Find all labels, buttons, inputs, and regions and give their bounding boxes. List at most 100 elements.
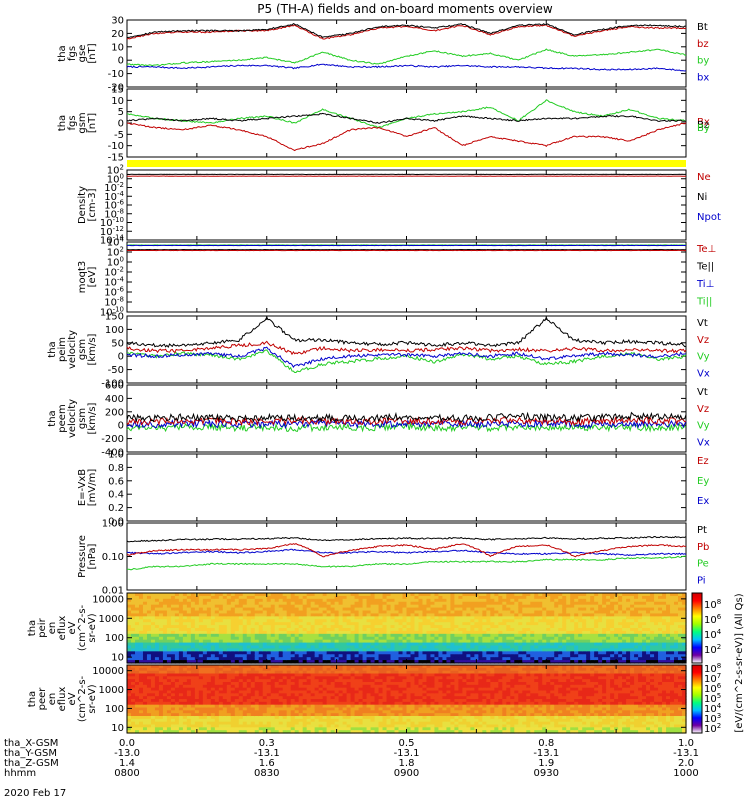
y-tick-label: -5 (114, 130, 124, 141)
y-axis-label-line: fgs (67, 46, 78, 61)
y-axis-label-line: gse (77, 45, 88, 63)
series-Pe (127, 555, 686, 571)
legend-entry-Pe: Pe (697, 559, 709, 570)
y-tick-label: -10 (108, 141, 124, 152)
ephemeris-block: 0.0-13.01.408000.3-13.11.608300.5-13.11.… (4, 738, 699, 779)
ephem-row-label: tha_X-GSM (4, 738, 58, 749)
legend-entry-Ti||: Ti|| (696, 297, 712, 308)
panel-peer_eflux: 10000 1000 100 10 tha peer en eflux eV (cm^2-s-sr… (27, 664, 687, 734)
y-axis-label-line: tha (57, 115, 68, 131)
y-tick-label: 0 (118, 56, 124, 67)
y-tick-label: -100 (101, 379, 124, 390)
ephem-y-value: -13.0 (114, 748, 140, 759)
y-tick-label: 50 (111, 338, 124, 349)
panel-density: 10210010-210-410-610-810-1010-1210-14Den… (77, 164, 721, 247)
y-axis-label-line: [eV] (87, 267, 98, 288)
y-tick-label: 0.01 (102, 586, 124, 597)
y-axis-label-line: tha (47, 410, 58, 426)
series-Pb (126, 543, 686, 558)
series-Pt (126, 535, 687, 543)
y-tick-label: -20 (108, 83, 124, 94)
y-tick-label: 10000 (92, 594, 124, 605)
y-axis-label-line: eV (67, 621, 78, 634)
y-axis-label-line: sr-eV) (87, 613, 98, 642)
colorbar-peir (691, 592, 703, 664)
y-tick-label: 5 (118, 107, 124, 118)
y-tick-label: 0.4 (108, 490, 124, 501)
y-tick-label: 0.10 (102, 552, 124, 563)
y-tick-label: 100 (105, 325, 124, 336)
panel-peir_eflux: 10000 1000 100 10 tha peir en eflux eV (cm^2-s-sr… (27, 592, 687, 664)
y-axis-label-line: eflux (57, 687, 68, 712)
colorbar-peer (691, 664, 703, 734)
y-tick-label: 10 (111, 42, 124, 53)
y-axis-label-line: E=-VxB (77, 469, 88, 506)
figure-title: P5 (TH-A) fields and on-board moments ov… (257, 2, 553, 16)
legend-entry-Ez: Ez (697, 456, 709, 467)
legend-entry-Vt: Vt (697, 387, 708, 398)
series-Bx (126, 122, 687, 152)
legend-entry-bx: bx (697, 72, 709, 83)
legend-entry-Te||: Te|| (696, 262, 714, 273)
y-tick-label: 30 (111, 16, 124, 27)
legend-entry-Vx: Vx (697, 368, 710, 379)
ephem-z-value: 1.8 (399, 758, 415, 769)
colorbar-label: [eV/(cm^2-s-sr-eV)] (All Qs) (734, 593, 745, 732)
legend-entry-Vy: Vy (697, 421, 710, 432)
legend-entry-Vz: Vz (697, 404, 709, 415)
y-axis-label-line: [km/s] (87, 333, 98, 365)
ephem-x-value: 1.0 (678, 738, 694, 749)
legend-entry-Ey: Ey (697, 476, 709, 487)
y-axis-label-line: Density (77, 186, 88, 224)
y-axis-label-line: fgs (67, 115, 78, 130)
legend-entry-bz: bz (697, 39, 709, 50)
y-tick-label: 0.8 (108, 463, 124, 474)
y-tick-label: 100 (105, 704, 124, 715)
y-tick-label: 400 (105, 394, 124, 405)
legend-entry-Ni: Ni (697, 192, 707, 203)
y-tick-label: 10 (111, 96, 124, 107)
y-tick-label: 100 (105, 633, 124, 644)
y-tick-label: 10 (111, 653, 124, 664)
y-axis-label-line: moqt3 (77, 261, 88, 294)
ephem-x-value: 0.3 (259, 738, 275, 749)
y-axis-label-line: peir (37, 617, 48, 637)
y-axis-label-line: peer (37, 687, 48, 711)
y-axis-label-line: [cm-3] (87, 188, 98, 221)
legend-entry-Bz: Bz (697, 120, 709, 131)
colorbar-tick: 108 (704, 598, 721, 611)
legend-entry-Ne: Ne (697, 172, 711, 183)
y-axis-label-line: (cm^2-s- (77, 675, 88, 722)
ephem-row-label: tha_Y-GSM (4, 748, 57, 759)
series-By (126, 99, 687, 128)
ephem-y-value: -13.1 (254, 748, 280, 759)
y-axis-label-line: gsm (77, 408, 88, 429)
y-tick-label: -50 (108, 365, 124, 376)
legend-entry-Bt: Bt (697, 22, 708, 33)
legend-entry-Ti⊥: Ti⊥ (696, 279, 714, 290)
series-Bz (126, 112, 686, 124)
ephem-y-value: -13.1 (394, 748, 420, 759)
ephem-y-value: -13.1 (673, 748, 699, 759)
legend-entry-Vz: Vz (697, 335, 709, 346)
legend-entry-Vy: Vy (697, 352, 710, 363)
colorbar-tick: 106 (704, 613, 722, 626)
heatmap-cells (127, 665, 687, 734)
y-tick-label: 20 (111, 29, 124, 40)
series-Vz (126, 340, 687, 356)
ephem-hhmm-value: 1000 (673, 768, 698, 779)
panel-efield: 1.0 0.8 0.6 0.4 0.2 0.0 E=-VxB [mV/m] Ez Ey Ex (77, 450, 709, 528)
y-tick-label: 10 (111, 723, 124, 734)
y-tick-label: 1.00 (102, 519, 124, 530)
panel-frame (126, 315, 687, 384)
y-axis-label-line: tha (27, 691, 38, 707)
series-Bt (126, 22, 686, 39)
y-tick-label: -15 (108, 153, 124, 164)
legend-entry-Pt: Pt (697, 525, 707, 536)
y-tick-label: 15 (111, 85, 124, 96)
legend-entry-by: by (697, 56, 709, 67)
y-axis-label-line: [mV/m] (87, 469, 98, 507)
